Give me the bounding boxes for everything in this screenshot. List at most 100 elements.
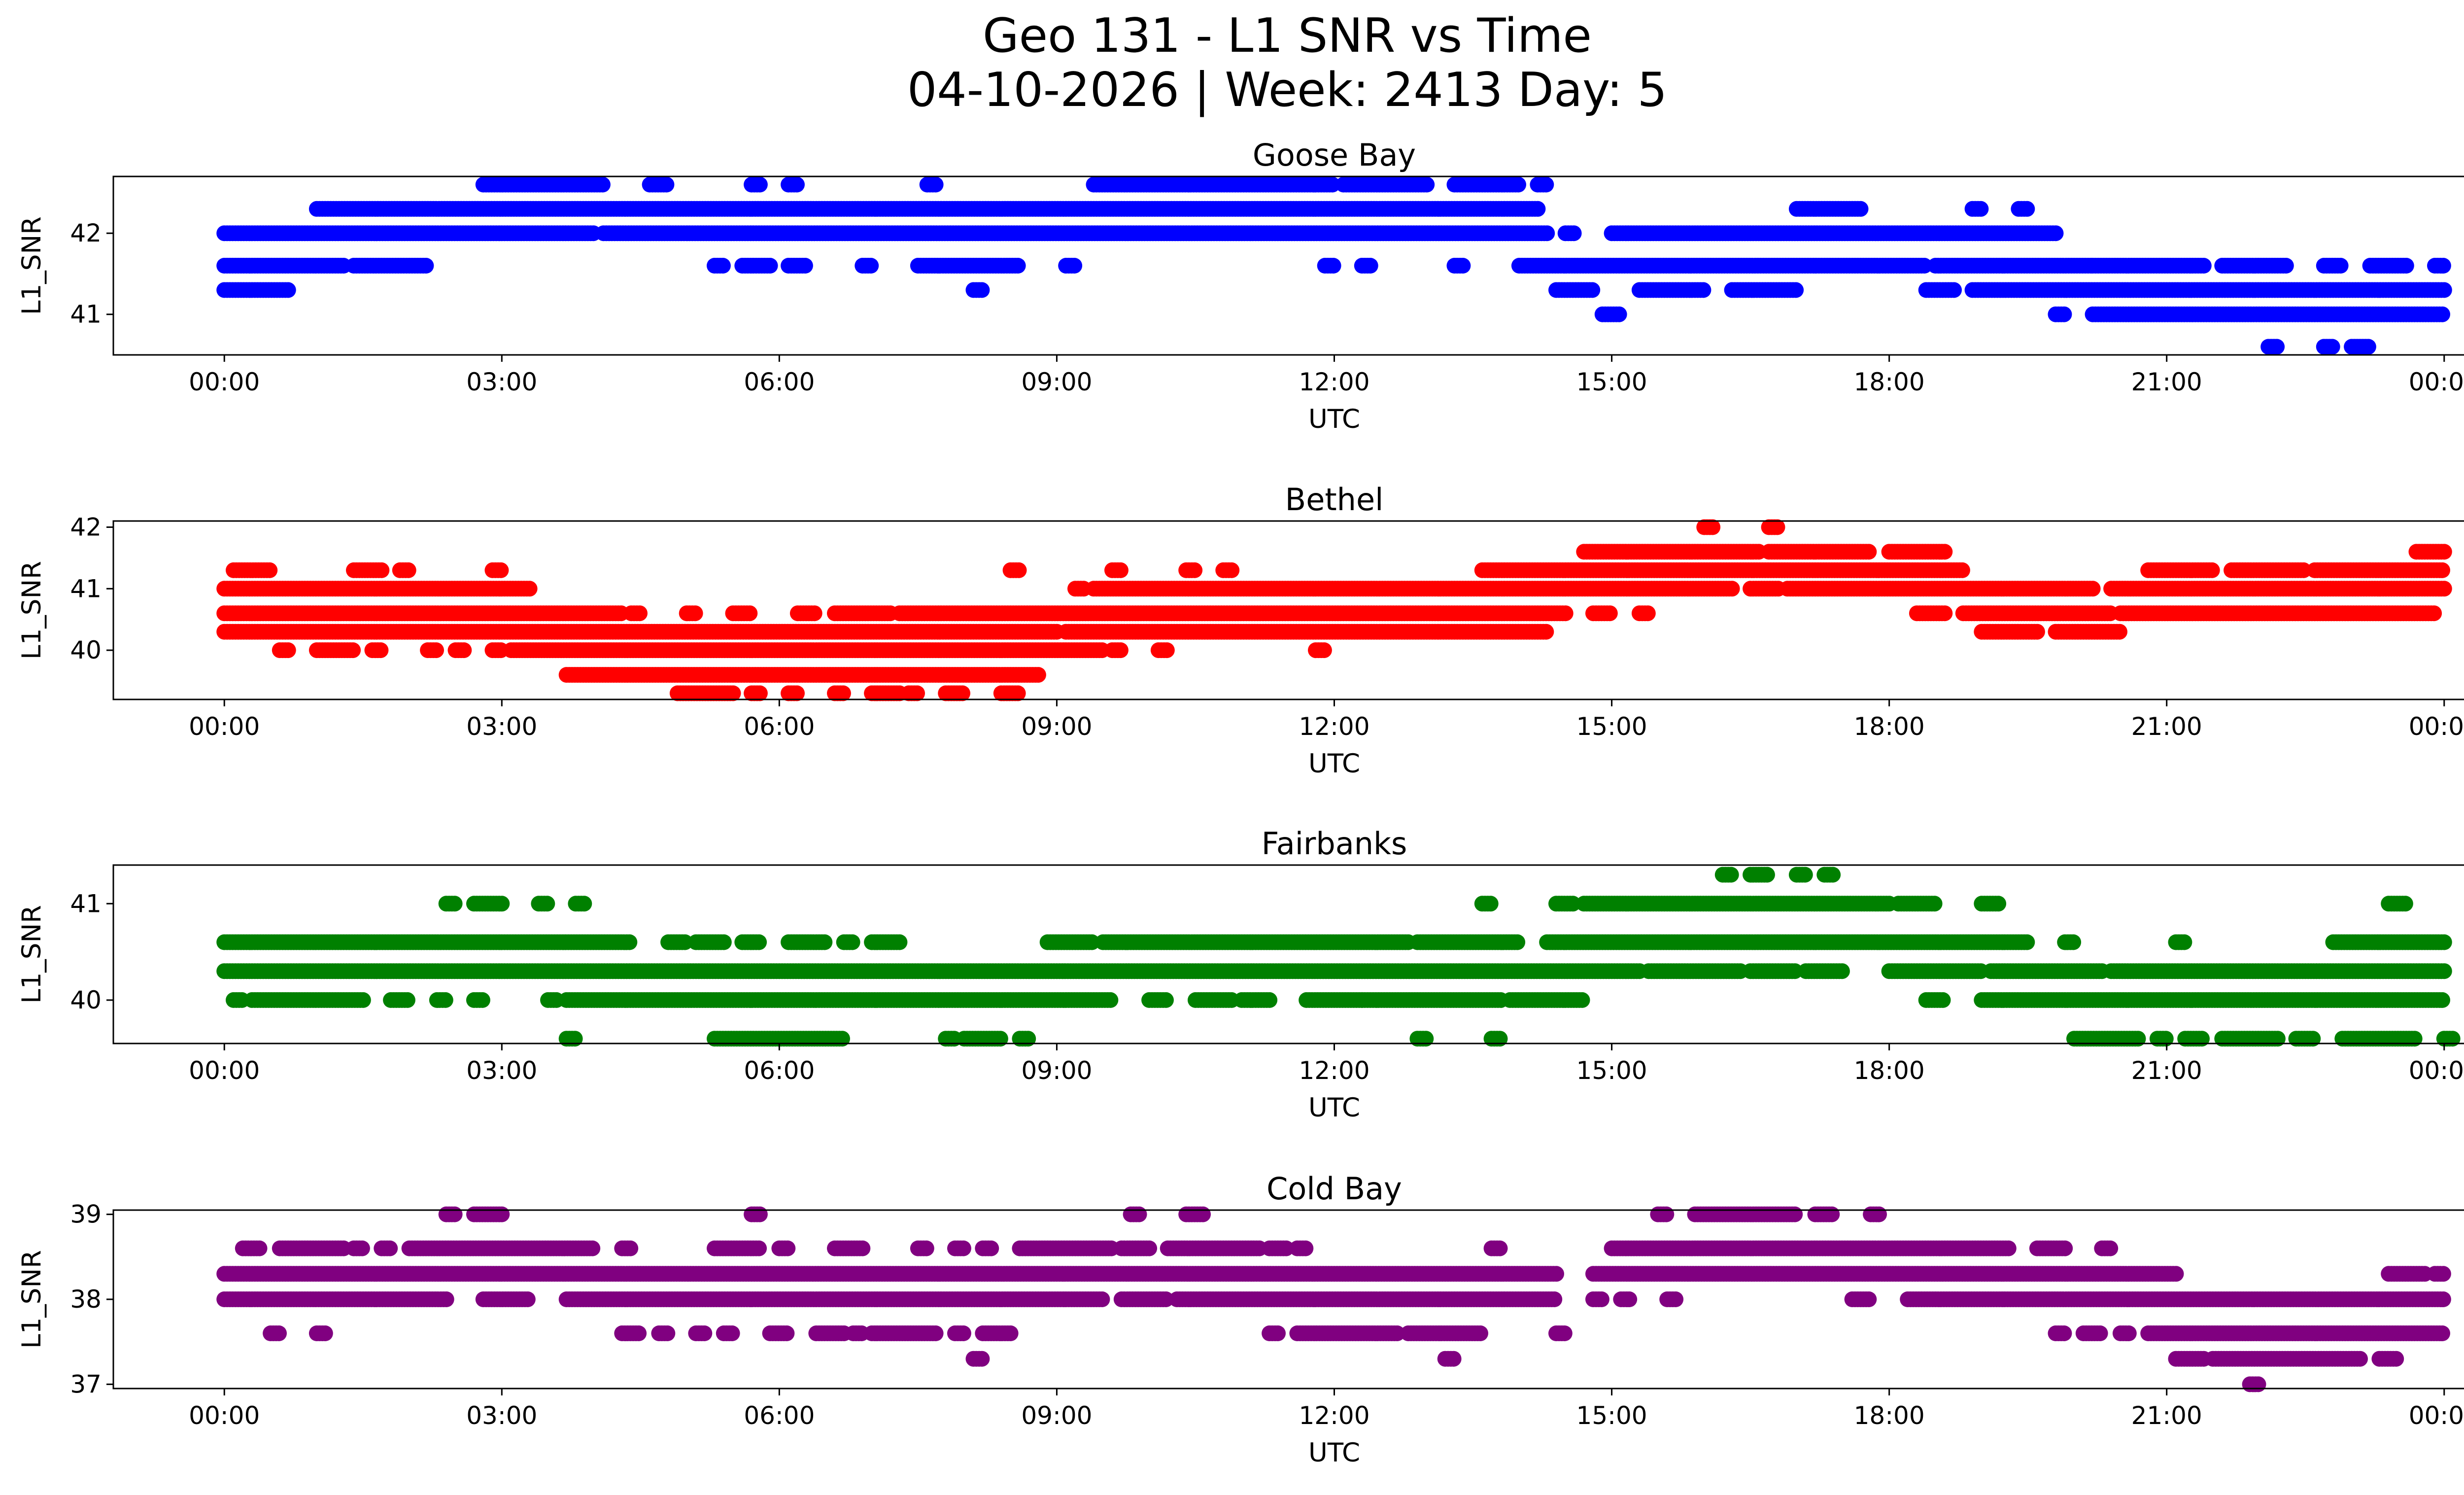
data-point: [2269, 339, 2285, 355]
data-point: [2398, 258, 2414, 274]
data-point: [428, 642, 444, 659]
data-point: [2085, 581, 2101, 597]
data-point: [456, 642, 472, 659]
data-point: [1852, 201, 1869, 217]
subplot-title: Fairbanks: [1262, 826, 1407, 862]
data-point: [1584, 282, 1601, 298]
data-point: [715, 258, 731, 274]
data-point: [345, 642, 361, 659]
data-point: [1695, 282, 1711, 298]
data-point: [1759, 867, 1775, 883]
data-point: [687, 605, 703, 622]
x-tick-label: 06:00: [744, 712, 815, 741]
data-point: [2332, 258, 2349, 274]
data-point: [1602, 605, 1618, 622]
data-point: [1066, 258, 1083, 274]
x-tick-label: 18:00: [1854, 368, 1925, 396]
data-point: [1112, 642, 1129, 659]
data-point: [373, 642, 389, 659]
data-point: [1030, 667, 1046, 683]
data-point: [1362, 258, 1378, 274]
data-point: [632, 605, 648, 622]
data-point: [2434, 562, 2450, 578]
y-axis-label: L1_SNR: [17, 216, 47, 315]
data-point: [576, 896, 592, 912]
data-point: [2056, 306, 2072, 322]
data-point: [446, 896, 463, 912]
data-point: [521, 581, 538, 597]
x-tick-label: 06:00: [744, 368, 815, 396]
data-point: [2048, 225, 2064, 242]
x-tick-label: 03:00: [466, 368, 537, 396]
x-tick-label: 00:00: [189, 712, 260, 741]
data-point: [974, 282, 990, 298]
data-point: [1324, 176, 1340, 193]
data-point: [2436, 544, 2452, 560]
x-tick-label: 21:00: [2131, 368, 2202, 396]
data-point: [280, 282, 296, 298]
data-point: [1946, 282, 1962, 298]
data-point: [2360, 339, 2376, 355]
data-point: [594, 176, 611, 193]
data-point: [1538, 176, 1554, 193]
data-point: [2029, 624, 2045, 640]
data-point: [1316, 642, 1332, 659]
chart-title-line2: 04-10-2026 | Week: 2413 Day: 5: [907, 63, 1667, 117]
data-point: [1510, 176, 1526, 193]
data-point: [1566, 225, 1582, 242]
data-point: [1788, 282, 1804, 298]
data-point: [797, 258, 813, 274]
data-point: [806, 605, 822, 622]
x-tick-label: 15:00: [1576, 712, 1647, 741]
data-point: [1325, 258, 1341, 274]
data-point: [1112, 562, 1129, 578]
data-point: [418, 258, 434, 274]
data-point: [493, 562, 509, 578]
data-point: [742, 605, 758, 622]
y-axis-label: L1_SNR: [17, 561, 47, 660]
x-tick-label: 00:00: [2409, 368, 2464, 396]
x-tick-label: 09:00: [1021, 368, 1092, 396]
x-tick-label: 18:00: [1854, 712, 1925, 741]
data-point: [863, 258, 879, 274]
series-points-goose-bay: [216, 176, 2452, 355]
x-tick-label: 12:00: [1299, 368, 1369, 396]
data-point: [539, 896, 555, 912]
data-point: [1861, 544, 1877, 560]
data-point: [2426, 605, 2442, 622]
data-point: [762, 258, 778, 274]
data-point: [1557, 605, 1574, 622]
data-point: [2436, 581, 2452, 597]
y-tick-label: 41: [70, 300, 102, 329]
y-tick-label: 41: [70, 574, 102, 603]
data-point: [752, 176, 768, 193]
data-point: [2112, 624, 2127, 640]
series-points-fairbanks: [216, 867, 2461, 1047]
subplot-title: Bethel: [1285, 482, 1384, 518]
data-point: [1705, 519, 1721, 535]
data-point: [2019, 201, 2035, 217]
series-points-bethel: [216, 519, 2452, 701]
data-point: [1724, 581, 1740, 597]
data-point: [1187, 562, 1203, 578]
data-point: [280, 642, 296, 659]
data-point: [400, 562, 416, 578]
x-tick-label: 21:00: [2131, 712, 2202, 741]
y-tick-label: 40: [70, 636, 102, 664]
data-point: [1916, 258, 1932, 274]
chart-title-line1: Geo 131 - L1 SNR vs Time: [983, 9, 1592, 63]
y-tick-label: 42: [70, 219, 102, 247]
data-point: [262, 562, 278, 578]
data-point: [1937, 544, 1953, 560]
x-axis-label: UTC: [1308, 749, 1360, 779]
data-point: [1797, 867, 1813, 883]
x-axis-label: UTC: [1308, 404, 1360, 434]
data-point: [1455, 258, 1471, 274]
data-point: [789, 176, 805, 193]
data-point: [1973, 201, 1989, 217]
data-point: [1769, 519, 1785, 535]
data-point: [1954, 562, 1970, 578]
